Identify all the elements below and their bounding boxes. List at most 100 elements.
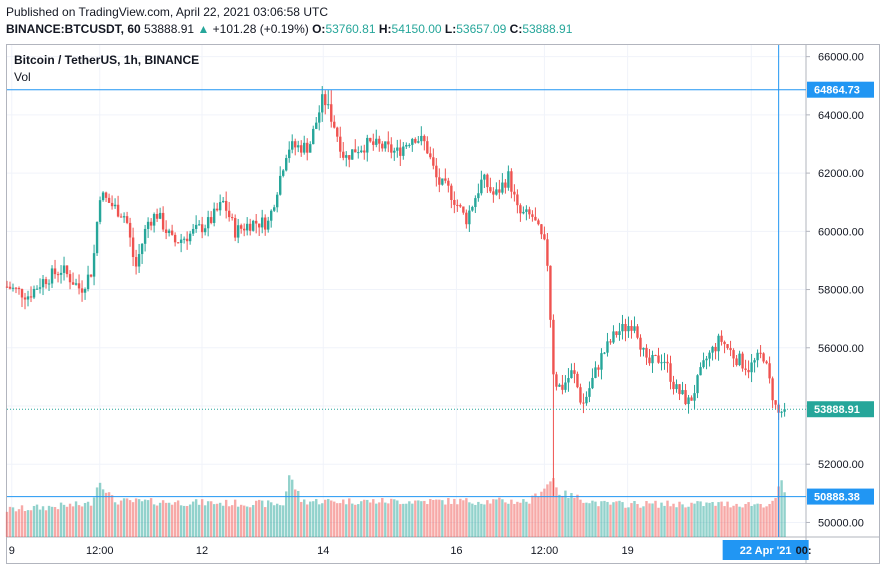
candle-body <box>675 384 678 390</box>
candle-body <box>372 141 375 145</box>
candle-body <box>399 147 402 156</box>
volume-bar <box>594 501 597 537</box>
volume-bar <box>351 503 354 537</box>
candle-body <box>621 324 624 332</box>
candle-body <box>152 214 156 226</box>
volume-bar <box>648 503 651 537</box>
candle-body <box>609 341 612 343</box>
volume-bar <box>47 505 51 537</box>
volume-bar <box>218 502 222 537</box>
volume-bar <box>423 500 426 537</box>
volume-bar <box>678 501 681 537</box>
volume-bar <box>768 503 771 537</box>
candle-body <box>738 353 741 366</box>
candle-body <box>708 352 711 359</box>
candle-body <box>74 283 78 285</box>
volume-bar <box>17 509 21 537</box>
candle-body <box>423 135 426 142</box>
candle-body <box>248 223 252 231</box>
candle-body <box>215 208 219 211</box>
volume-bar <box>318 504 321 537</box>
volume-bar <box>723 506 726 537</box>
last-price-badge <box>807 401 874 418</box>
candle-body <box>53 268 57 275</box>
volume-bar <box>399 504 402 537</box>
candle-body <box>227 210 231 218</box>
volume-bar <box>11 507 15 537</box>
candle-body <box>417 141 420 143</box>
candle-body <box>678 384 681 395</box>
candle-body <box>56 274 60 276</box>
candle-body <box>624 324 627 332</box>
volume-bar <box>633 501 636 537</box>
candle-body <box>507 171 510 188</box>
candle-body <box>555 374 558 387</box>
candle-body <box>396 147 399 151</box>
volume-bar <box>119 500 123 537</box>
candle-body <box>579 387 582 403</box>
volume-bar <box>303 499 306 537</box>
candle-body <box>336 127 339 137</box>
candle-body <box>447 180 450 186</box>
candle-body <box>492 191 495 195</box>
volume-bar <box>459 498 462 537</box>
candle-body <box>714 346 717 352</box>
volume-bar <box>576 494 579 537</box>
candle-body <box>561 384 564 390</box>
volume-bar <box>86 501 90 537</box>
volume-bar <box>321 503 324 537</box>
candle-body <box>113 204 117 207</box>
volume-bar <box>65 506 69 537</box>
candle-body <box>324 94 327 106</box>
volume-bar <box>726 501 729 537</box>
volume-bar <box>285 491 288 537</box>
candle-body <box>137 254 141 267</box>
volume-bar <box>699 501 702 537</box>
candle-body <box>693 393 696 401</box>
volume-bar <box>354 504 357 537</box>
legend-title: Bitcoin / TetherUS, 1h, BINANCE <box>14 53 200 67</box>
candle-body <box>294 141 297 148</box>
volume-bar <box>203 505 207 537</box>
volume-bar <box>504 502 507 537</box>
crosshair-time-label: 22 Apr '21 <box>740 545 792 557</box>
candle-body <box>158 212 162 219</box>
candle-body <box>8 286 12 289</box>
volume-bar <box>483 504 486 537</box>
candle-body <box>50 268 54 284</box>
volume-bar <box>762 507 765 537</box>
candle-body <box>11 287 15 289</box>
candle-body <box>522 211 525 214</box>
volume-bar <box>342 499 345 537</box>
candle-body <box>759 352 762 354</box>
candle-body <box>408 144 411 146</box>
candle-body <box>230 217 234 219</box>
volume-bar <box>122 498 126 537</box>
crosshair-price-high-label: 64864.73 <box>814 85 860 97</box>
volume-bar <box>687 506 690 537</box>
volume-bar <box>176 500 180 537</box>
time-tick-label: 12:00 <box>86 545 114 557</box>
volume-bar <box>260 500 264 537</box>
candle-body <box>149 221 153 226</box>
volume-bar <box>690 502 693 537</box>
volume-bar <box>453 498 456 537</box>
volume-bar <box>345 504 348 537</box>
candle-body <box>642 347 645 350</box>
candle-body <box>77 283 81 289</box>
candle-body <box>291 141 294 150</box>
volume-bar <box>143 499 147 537</box>
volume-bar <box>32 505 36 537</box>
volume-bar <box>324 499 327 537</box>
volume-bar <box>297 490 300 537</box>
volume-bar <box>74 501 78 537</box>
candle-body <box>606 341 609 353</box>
candle-body <box>549 265 552 320</box>
volume-bar <box>306 504 309 537</box>
candle-body <box>65 265 69 275</box>
candle-body <box>636 326 639 338</box>
candle-body <box>128 222 132 238</box>
volume-bar <box>489 503 492 537</box>
chart-frame[interactable] <box>6 44 880 564</box>
